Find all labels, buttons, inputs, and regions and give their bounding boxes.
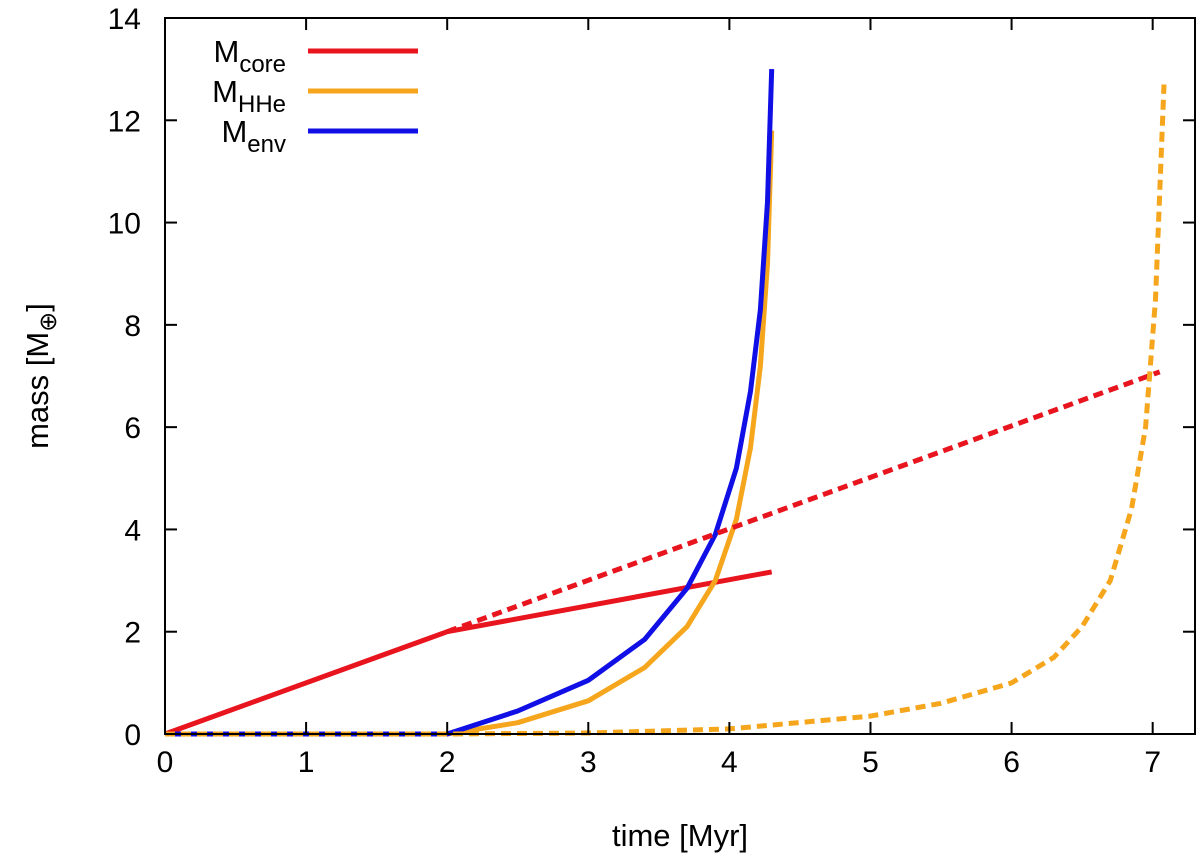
x-tick-label: 7 (1144, 746, 1161, 779)
y-axis-title: mass [M⊕] (20, 303, 62, 449)
series-line-m-hhe-dashed (165, 84, 1167, 737)
x-tick-label: 0 (157, 746, 174, 779)
y-tick-label: 14 (108, 3, 141, 36)
y-tick-label: 10 (108, 208, 141, 241)
x-tick-label: 2 (439, 746, 456, 779)
x-tick-label: 1 (298, 746, 315, 779)
y-axis-title-close: ] (20, 303, 55, 312)
series-line-m-core-dashed (446, 369, 1161, 635)
y-tick-label: 12 (108, 105, 141, 138)
plot-lines (164, 69, 1167, 737)
y-tick-label: 2 (124, 617, 141, 650)
legend-label-env: Menv (221, 114, 286, 158)
x-tick-label: 6 (1003, 746, 1020, 779)
axis-ticks (164, 17, 1195, 735)
y-tick-label: 0 (124, 719, 141, 752)
y-tick-labels: 0 2 4 6 8 10 12 14 (108, 3, 141, 752)
series-line-m-hhe (165, 130, 775, 737)
y-axis-title-main: mass [M (20, 332, 55, 449)
x-tick-label: 5 (862, 746, 879, 779)
y-tick-label: 6 (124, 412, 141, 445)
x-tick-labels: 0 1 2 3 4 5 6 7 (157, 746, 1161, 779)
x-axis-title: time [Myr] (612, 818, 748, 853)
plot-frame (164, 17, 1196, 735)
y-axis-title-sub: ⊕ (35, 312, 62, 332)
x-tick-label: 3 (580, 746, 597, 779)
y-tick-label: 8 (124, 310, 141, 343)
legend-label-core: Mcore (213, 34, 286, 78)
y-tick-label: 4 (124, 514, 141, 547)
x-tick-label: 4 (721, 746, 738, 779)
series-line-m-env (165, 69, 775, 737)
legend-label-hhe: MHHe (212, 74, 286, 118)
